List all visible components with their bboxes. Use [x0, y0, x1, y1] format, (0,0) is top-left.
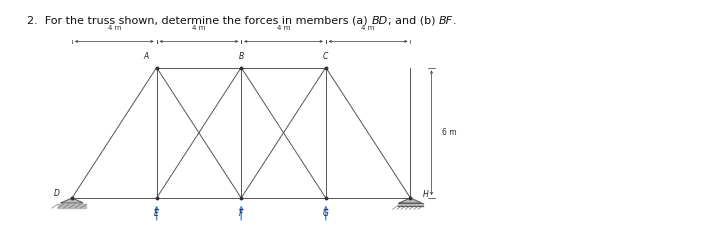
Text: 4 m: 4 m — [192, 25, 206, 31]
Text: H: H — [423, 190, 428, 199]
Text: .: . — [453, 16, 456, 26]
Text: BD: BD — [372, 16, 388, 26]
Text: 4 m: 4 m — [276, 25, 290, 31]
Polygon shape — [58, 204, 86, 208]
Text: 6 m: 6 m — [442, 128, 457, 137]
Text: D: D — [54, 189, 60, 198]
Text: 4 m: 4 m — [361, 25, 375, 31]
Text: 4 m: 4 m — [107, 25, 121, 31]
Text: 2.  For the truss shown, determine the forces in members (a): 2. For the truss shown, determine the fo… — [27, 16, 372, 26]
Text: A: A — [143, 52, 148, 61]
Text: G: G — [323, 209, 329, 218]
Text: F: F — [239, 209, 243, 218]
Polygon shape — [397, 203, 423, 206]
Text: B: B — [238, 52, 244, 61]
Polygon shape — [400, 198, 421, 203]
Text: E: E — [154, 209, 159, 218]
Text: ; and (b): ; and (b) — [388, 16, 438, 26]
Text: BF: BF — [438, 16, 453, 26]
Polygon shape — [61, 198, 83, 203]
Text: C: C — [323, 52, 328, 61]
